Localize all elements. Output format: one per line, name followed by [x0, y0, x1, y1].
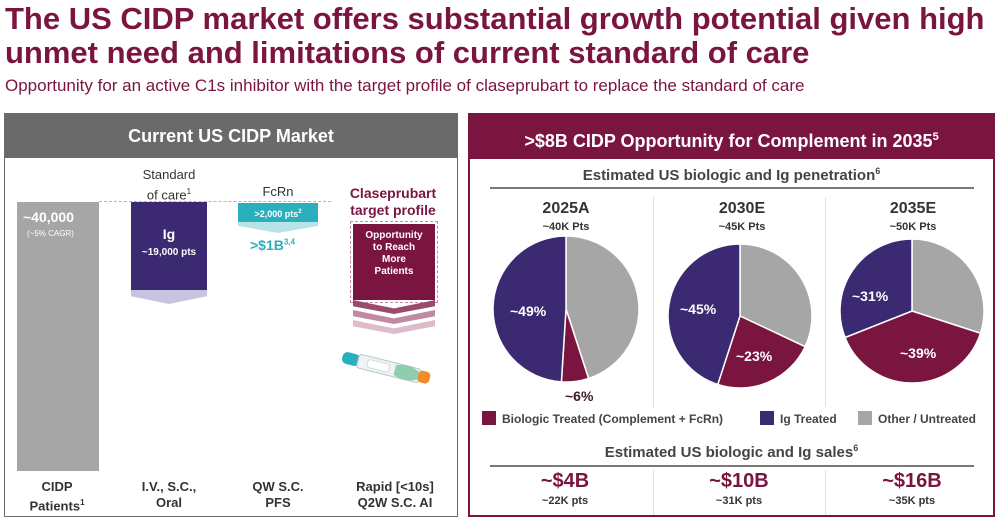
column-divider-3: [653, 470, 654, 515]
current-market-panel: Current US CIDP Market ~40,000 (~5% CAGR…: [4, 113, 458, 517]
legend-ig: Ig Treated: [760, 411, 837, 427]
fcrn-segment: >2,000 pts2: [238, 203, 318, 222]
page-subtitle: Opportunity for an active C1s inhibitor …: [5, 76, 805, 95]
cidp-patients-value: ~40,000: [23, 209, 74, 225]
autoinjector-pen-icon: [341, 352, 431, 384]
sales-2025-patients: ~22K pts: [541, 495, 589, 507]
pie-slice-ig: [667, 243, 741, 386]
sales-section-divider: [490, 465, 974, 467]
complement-opportunity-panel: >$8B CIDP Opportunity for Complement in …: [468, 113, 995, 517]
pie-2025-patients: ~40K Pts: [542, 221, 590, 233]
pie-2030-ig-label: ~45%: [680, 301, 717, 317]
pie-slice-ig: [839, 238, 913, 339]
pie-2025-year: 2025A: [542, 200, 590, 217]
current-market-header: Current US CIDP Market: [5, 114, 457, 158]
penetration-section-divider: [490, 187, 974, 189]
sales-2025: ~$4B ~22K pts: [490, 470, 640, 507]
legend-biologic-swatch: [482, 411, 496, 425]
sales-2025-value: ~$4B: [540, 470, 590, 492]
claseprubart-label: Claseprubart target profile: [349, 185, 437, 218]
category-standard-of-care-routes: I.V., S.C., Oral: [141, 479, 197, 510]
pie-slice-other: [739, 243, 813, 348]
pie-2035-patients: ~50K Pts: [889, 221, 937, 233]
pie-legend: Biologic Treated (Complement + FcRn) Ig …: [482, 411, 992, 429]
ig-segment: Ig ~19,000 pts: [131, 202, 207, 290]
cidp-patients-bar: [17, 202, 99, 471]
legend-other: Other / Untreated: [858, 411, 976, 427]
column-divider-1: [653, 197, 654, 407]
ig-chevron-shape: [131, 290, 207, 304]
pie-2035-ig-label: ~31%: [852, 288, 889, 304]
category-claseprubart-route: Rapid [<10s] Q2W S.C. AI: [356, 479, 434, 510]
ig-segment-patients: ~19,000 pts: [141, 247, 197, 258]
sales-2035: ~$16B ~35K pts: [837, 470, 987, 507]
pie-slice-other: [565, 235, 640, 380]
fcrn-chevron-shape: [238, 222, 318, 233]
category-fcrn-route: QW S.C. PFS: [252, 479, 304, 510]
penetration-section-title: Estimated US biologic and Ig penetration…: [582, 166, 881, 184]
sales-section-title: Estimated US biologic and Ig sales6: [604, 443, 859, 461]
legend-ig-swatch: [760, 411, 774, 425]
pie-2035-biologic-label: ~39%: [900, 345, 937, 361]
pie-2030-biologic-label: ~23%: [736, 348, 773, 364]
fcrn-label: FcRn: [262, 184, 294, 199]
sales-2035-value: ~$16B: [882, 470, 942, 492]
sales-2030: ~$10B ~31K pts: [664, 470, 814, 507]
category-cidp-patients: CIDP Patients1: [29, 479, 85, 514]
claseprubart-chevron-1: [353, 300, 435, 314]
legend-other-swatch: [858, 411, 872, 425]
pie-2030-year: 2030E: [718, 200, 766, 217]
legend-biologic: Biologic Treated (Complement + FcRn): [482, 411, 723, 427]
sales-2035-patients: ~35K pts: [888, 495, 936, 507]
pie-chart-2030: [667, 243, 813, 389]
pie-slice-other: [911, 238, 985, 335]
sales-2030-patients: ~31K pts: [715, 495, 763, 507]
ig-segment-title: Ig: [162, 226, 176, 242]
pie-2025-ig-label: ~49%: [510, 303, 547, 319]
complement-opportunity-header: >$8B CIDP Opportunity for Complement in …: [470, 115, 993, 159]
claseprubart-opportunity-box: Opportunity to Reach More Patients: [350, 221, 438, 303]
pie-chart-2035: [839, 238, 985, 384]
market-level-dashed-line: [99, 201, 331, 202]
pie-2035-year: 2035E: [889, 200, 937, 217]
pie-slice-biologic: [716, 314, 807, 389]
cidp-cagr-label: (~5% CAGR): [27, 229, 74, 238]
pie-2025-biologic-label: ~6%: [565, 388, 594, 404]
pie-slice-ig: [492, 235, 567, 383]
standard-of-care-label: Standard of care1: [142, 167, 196, 203]
column-divider-4: [825, 470, 826, 515]
fcrn-market-value: >$1B3,4: [250, 237, 295, 253]
pie-slice-biologic: [844, 310, 982, 384]
sales-2030-value: ~$10B: [709, 470, 769, 492]
page-title: The US CIDP market offers substantial gr…: [5, 1, 985, 70]
pie-chart-2025: [492, 235, 640, 383]
pie-2030-patients: ~45K Pts: [718, 221, 766, 233]
column-divider-2: [825, 197, 826, 407]
